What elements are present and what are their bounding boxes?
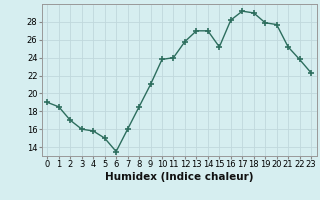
- X-axis label: Humidex (Indice chaleur): Humidex (Indice chaleur): [105, 172, 253, 182]
